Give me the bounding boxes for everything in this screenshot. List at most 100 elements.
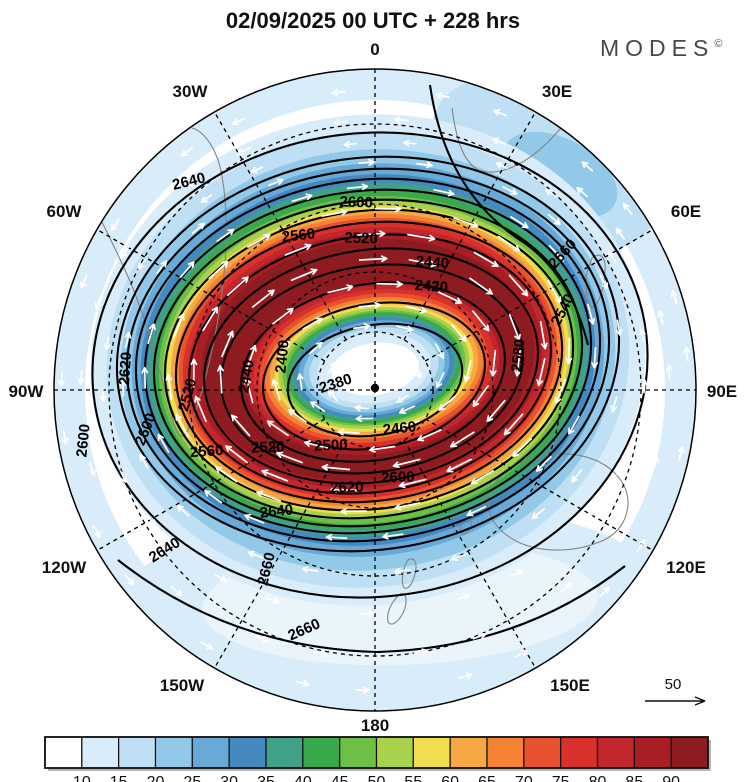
wind-arrow xyxy=(358,301,381,309)
wind-arrow xyxy=(77,370,85,385)
wind-arrow xyxy=(119,470,127,483)
wind-arrow xyxy=(511,569,524,577)
wind-arrow xyxy=(636,539,646,553)
height-contour xyxy=(152,198,584,520)
contour-label: 2600 xyxy=(381,468,415,486)
wind-arrow xyxy=(120,245,130,259)
wind-arrow xyxy=(571,469,583,483)
colorbar-tick-label: 60 xyxy=(441,774,459,782)
compass-label-30W: 30W xyxy=(173,82,209,101)
wind-arrow xyxy=(396,394,409,403)
wind-arrow xyxy=(458,672,473,680)
wind-arrow xyxy=(124,331,132,349)
wind-arrow xyxy=(157,433,170,453)
wind-arrow xyxy=(254,635,269,643)
wind-arrow xyxy=(398,420,420,430)
wind-reference-value: 50 xyxy=(665,676,682,693)
brand-copyright-mark: © xyxy=(714,38,722,50)
wind-arrow xyxy=(354,404,369,412)
wind-arrow xyxy=(435,92,450,100)
contour-label: 2500 xyxy=(314,436,348,454)
height-contour xyxy=(143,188,593,528)
wind-arrow xyxy=(677,446,685,461)
compass-label-60W: 60W xyxy=(47,202,83,221)
wind-arrow xyxy=(472,310,490,332)
wind-arrow xyxy=(99,388,107,403)
height-contours-layer xyxy=(91,84,649,654)
wind-arrow xyxy=(473,251,499,268)
colorbar-cell xyxy=(449,736,488,769)
wind-arrow xyxy=(514,348,522,377)
compass-label-180: 180 xyxy=(361,716,389,735)
wind-arrow xyxy=(451,553,467,561)
colorbar-cell xyxy=(154,736,193,769)
wind-arrows-layer xyxy=(58,88,691,694)
wind-arrow xyxy=(638,328,646,342)
wind-arrow xyxy=(147,323,156,345)
contour-label: 2440 xyxy=(235,358,258,394)
wind-reference: 50 xyxy=(645,676,706,706)
coast-south-america xyxy=(69,127,227,437)
wind-arrow xyxy=(156,260,168,275)
wind-reference-arrow xyxy=(645,696,706,706)
compass-label-90W: 90W xyxy=(9,382,45,401)
wind-arrow xyxy=(291,193,313,203)
wind-arrow xyxy=(225,445,249,464)
wind-arrow xyxy=(304,440,330,450)
wind-arrow xyxy=(437,291,463,304)
map-boundary-circle xyxy=(53,68,697,712)
pole-marker-dot xyxy=(370,383,380,393)
compass-label-120E: 120E xyxy=(666,558,706,577)
wind-arrow xyxy=(179,261,195,279)
brand-name: MODES xyxy=(600,35,714,61)
colorbar-cell xyxy=(302,736,341,769)
wind-arrow xyxy=(394,348,408,356)
wind-arrow xyxy=(327,284,354,294)
wind-arrow xyxy=(508,274,529,297)
contour-label: 2620 xyxy=(330,478,364,496)
wind-arrow xyxy=(451,324,467,342)
wind-arrow xyxy=(598,586,610,598)
wind-arrow xyxy=(226,276,249,296)
wind-arrow xyxy=(413,648,429,656)
wind-arrow xyxy=(683,346,691,362)
wind-arrow xyxy=(657,310,665,325)
colorbar-border xyxy=(44,736,709,769)
colorbar-tick-label: 15 xyxy=(110,774,128,782)
wind-arrow xyxy=(170,586,183,597)
wind-arrow xyxy=(331,88,346,96)
wind-arrow xyxy=(665,364,673,380)
contour-label: 2580 xyxy=(508,338,528,373)
wind-arrow xyxy=(361,610,375,618)
wind-arrow xyxy=(276,340,290,360)
colorbar-tick-label: 40 xyxy=(294,774,312,782)
wind-arrow xyxy=(434,343,445,359)
contour-label: 2520 xyxy=(251,438,285,456)
wind-arrow xyxy=(398,405,416,414)
wind-arrow xyxy=(221,330,234,358)
colorbar-cell xyxy=(486,736,525,769)
compass-labels: 0 30E 60E 90E 120E 150E 180 150W 120W 90W 60W 30W xyxy=(9,40,738,735)
figure-title: 02/09/2025 00 UTC + 228 hrs xyxy=(226,8,520,33)
meridian-line xyxy=(403,111,537,341)
colorbar-tick-label: 55 xyxy=(404,774,422,782)
wind-arrow xyxy=(463,360,472,383)
wind-arrow xyxy=(247,234,271,248)
wind-arrow xyxy=(435,371,445,389)
wind-arrow xyxy=(599,274,609,290)
colorbar-cell xyxy=(670,736,709,769)
wind-arrow xyxy=(61,429,69,445)
wind-arrow xyxy=(110,218,120,232)
wind-arrow xyxy=(200,641,214,650)
contour-label: 2600 xyxy=(73,423,93,458)
wind-arrow xyxy=(330,486,360,494)
wind-arrow xyxy=(141,366,149,389)
wind-arrow xyxy=(340,507,368,515)
wind-arrow xyxy=(355,686,370,694)
wind-arrow xyxy=(587,303,596,325)
wind-arrow xyxy=(408,258,437,268)
wind-arrow xyxy=(236,147,251,155)
wind-arrow xyxy=(641,379,649,394)
wind-arrow xyxy=(457,593,471,601)
colorbar-tick-label: 35 xyxy=(257,774,275,782)
